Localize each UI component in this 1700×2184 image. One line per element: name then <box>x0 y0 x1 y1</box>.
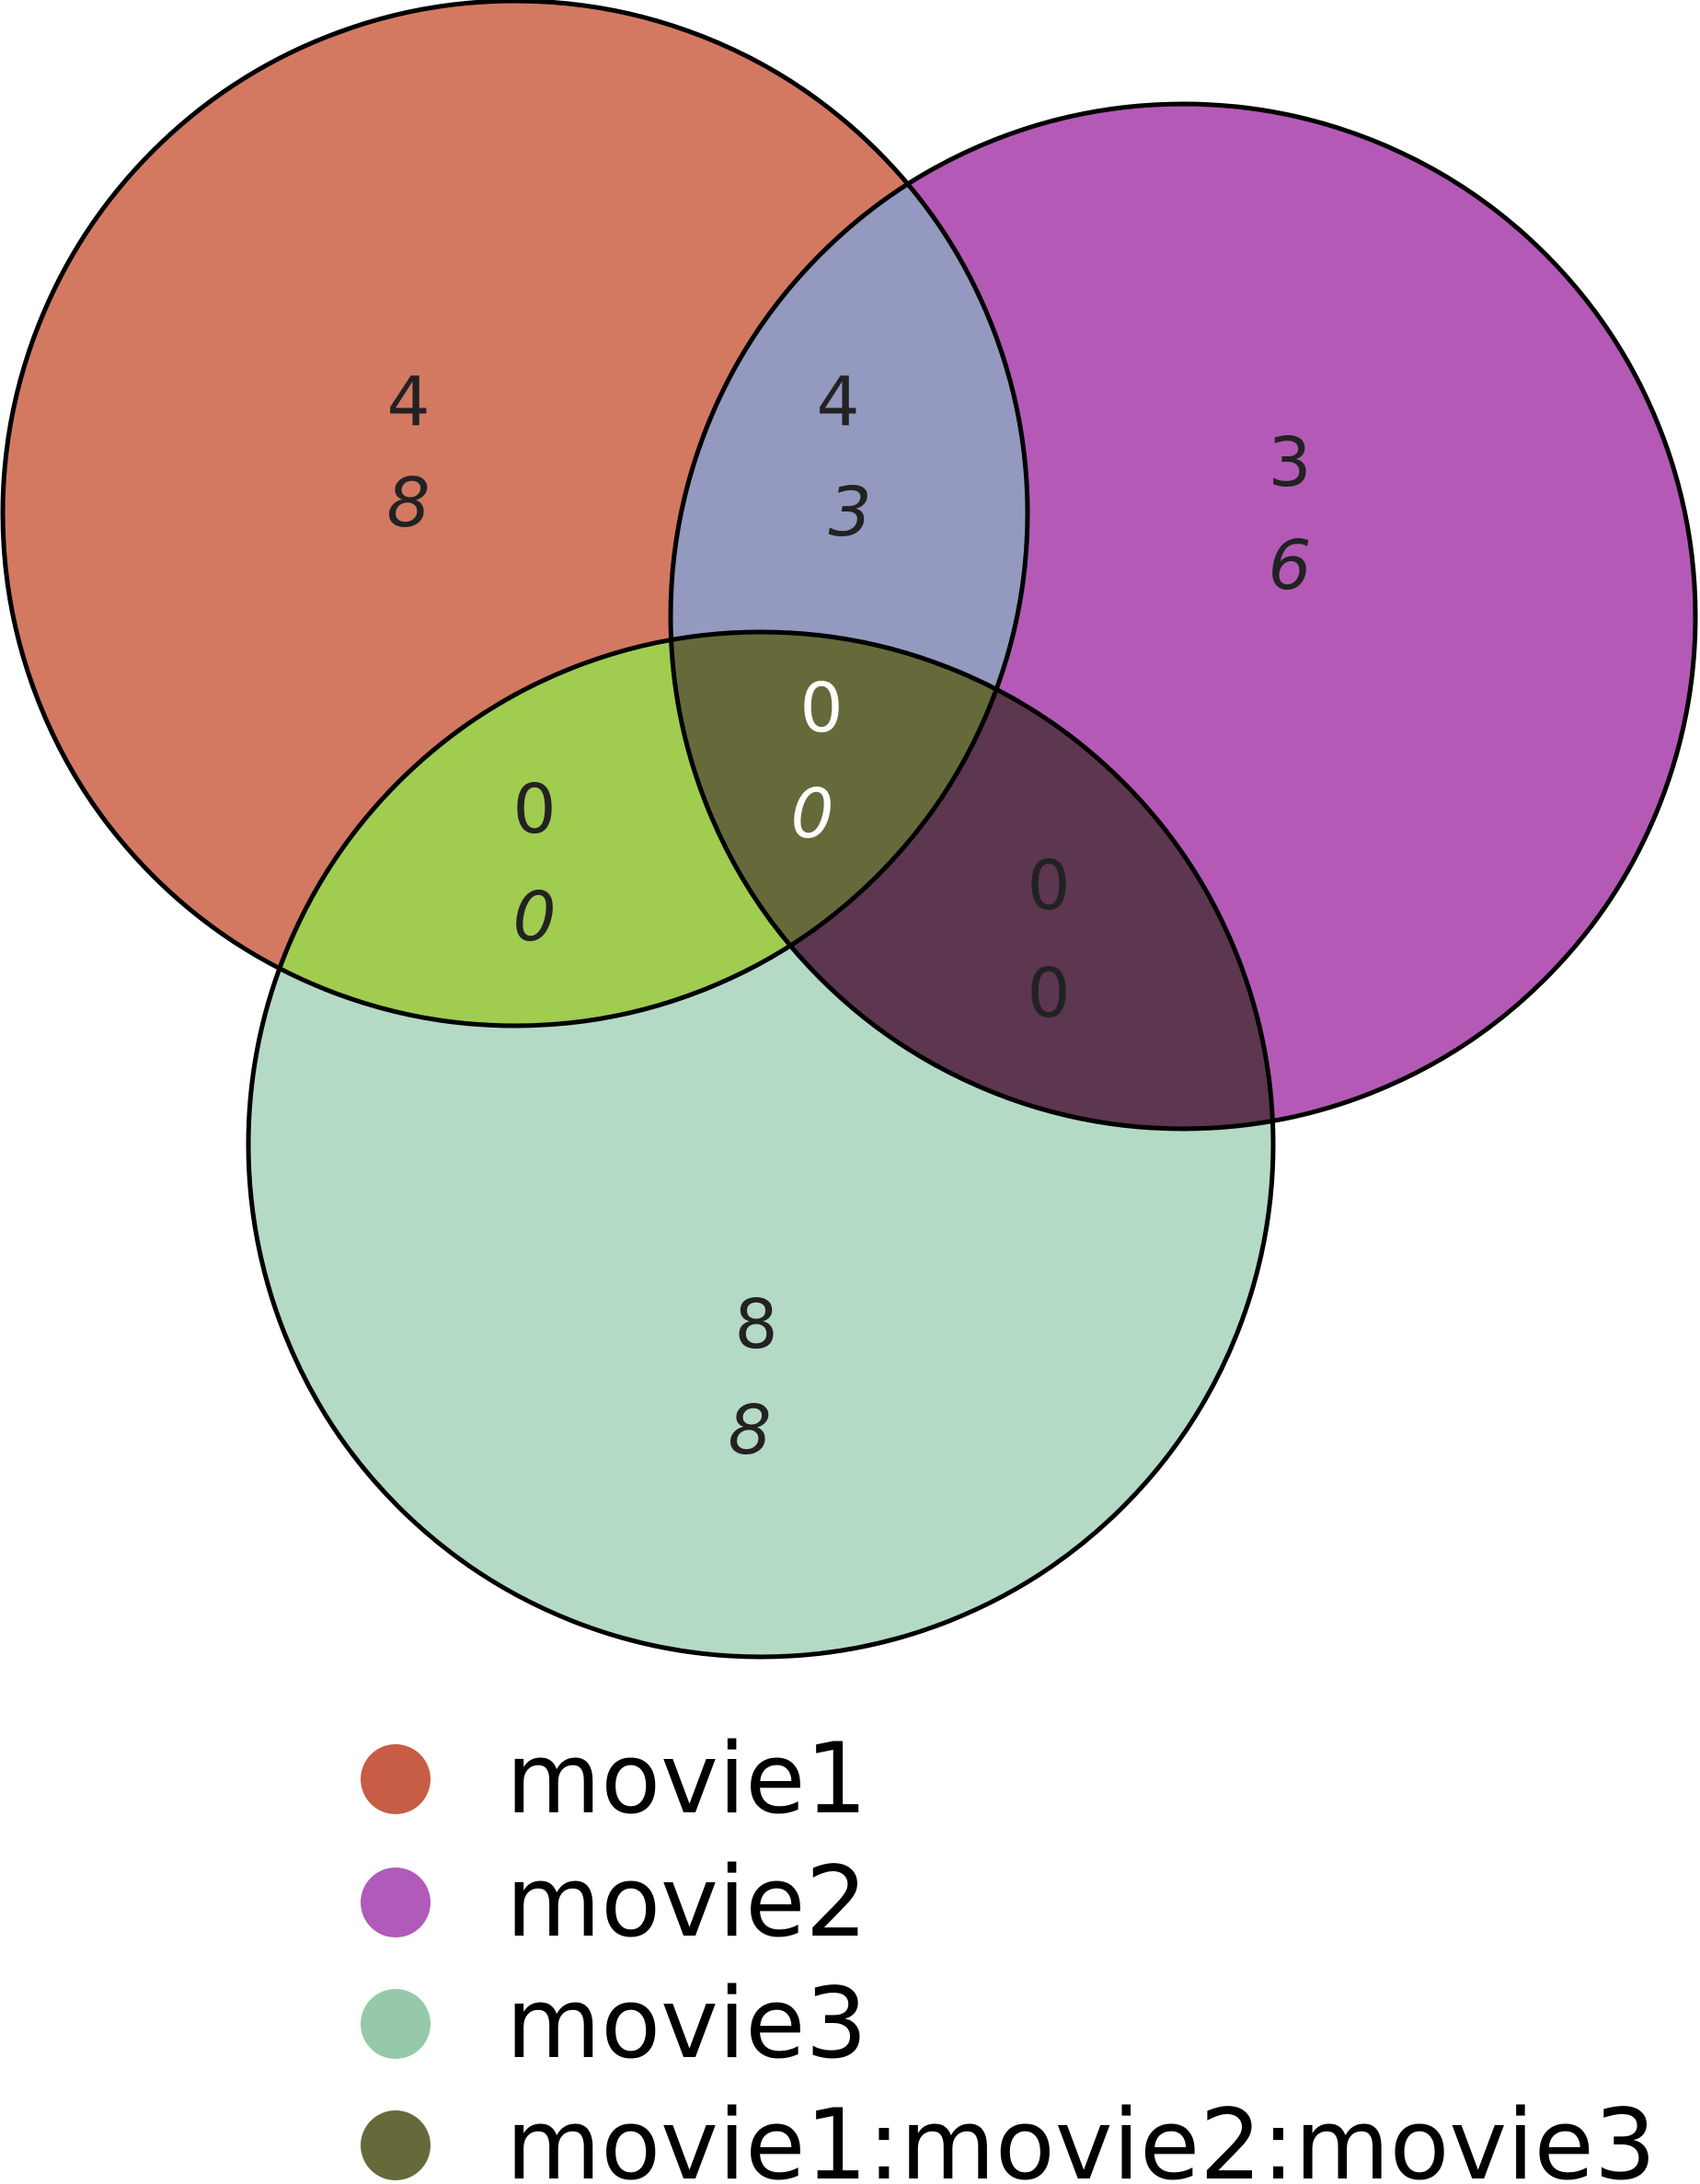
legend-item-movie3: movie3 <box>361 1967 867 2080</box>
svg-text:8: 8 <box>728 1391 771 1470</box>
set-outline-movie3 <box>246 629 1276 1660</box>
svg-text:0: 0 <box>790 775 833 854</box>
count-movie1-movie2-movie3: 0 0 <box>790 669 843 854</box>
svg-text:3: 3 <box>828 473 871 552</box>
legend-item-movie1-movie2-movie3: movie1:movie2:movie3 <box>361 2088 1656 2184</box>
legend-label-movie2: movie2 <box>506 1845 867 1959</box>
legend: movie1 movie2 movie3 movie1:movie2:movie… <box>361 1722 1656 2184</box>
count-only-movie3: 8 8 <box>728 1285 777 1470</box>
svg-text:0: 0 <box>512 770 556 849</box>
count-movie1-movie2: 4 3 <box>816 362 871 552</box>
svg-text:3: 3 <box>1268 423 1311 502</box>
svg-text:0: 0 <box>1027 846 1070 925</box>
legend-swatch-movie1-movie2-movie3 <box>361 2110 431 2180</box>
set-outline-movie1 <box>0 0 1030 1029</box>
legend-swatch-movie3 <box>361 1989 431 2059</box>
set-outline-movie2 <box>668 101 1698 1132</box>
svg-text:0: 0 <box>799 669 843 748</box>
svg-text:8: 8 <box>386 464 430 543</box>
svg-text:0: 0 <box>1027 954 1070 1033</box>
legend-label-movie1: movie1 <box>506 1722 867 1835</box>
legend-item-movie2: movie2 <box>361 1845 867 1959</box>
svg-text:4: 4 <box>816 362 859 442</box>
count-only-movie2: 3 6 <box>1268 423 1311 605</box>
legend-item-movie1: movie1 <box>361 1722 867 1835</box>
legend-swatch-movie1 <box>361 1744 431 1814</box>
region-movie2-movie3 <box>671 632 1273 1129</box>
count-movie1-movie3: 0 0 <box>512 770 556 957</box>
svg-text:8: 8 <box>734 1285 777 1364</box>
legend-swatch-movie2 <box>361 1868 431 1937</box>
svg-text:4: 4 <box>386 362 430 442</box>
svg-text:0: 0 <box>512 878 556 957</box>
svg-text:6: 6 <box>1268 526 1311 605</box>
legend-label-movie3: movie3 <box>506 1967 867 2080</box>
count-movie2-movie3: 0 0 <box>1027 846 1070 1033</box>
count-only-movie1: 4 8 <box>386 362 430 543</box>
legend-label-movie1-movie2-movie3: movie1:movie2:movie3 <box>506 2088 1656 2184</box>
